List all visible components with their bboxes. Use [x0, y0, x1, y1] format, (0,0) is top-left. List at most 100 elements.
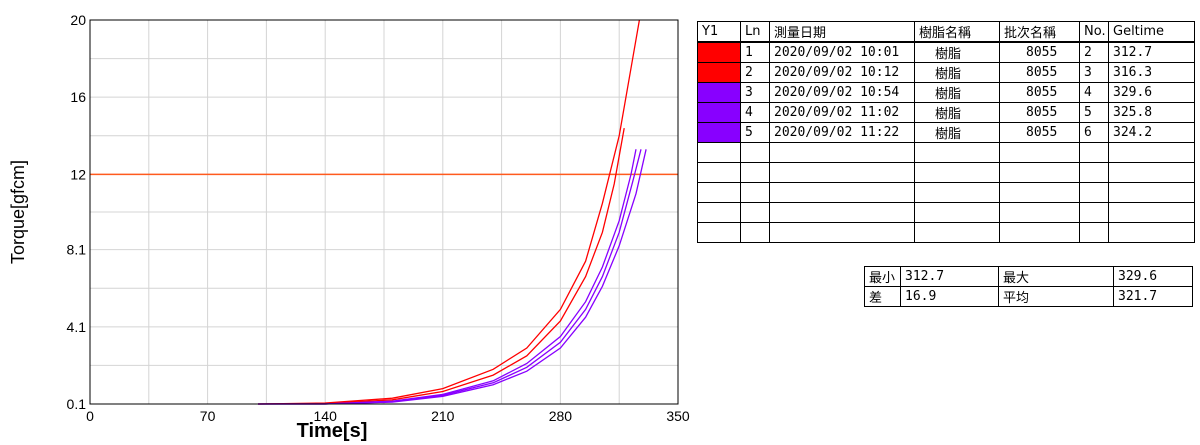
empty-cell	[999, 222, 1080, 243]
column-header: Ln	[740, 21, 770, 43]
table-header-row: Y1 Ln 測量日期 樹脂名稱 批次名稱 No. Geltime	[697, 21, 1195, 43]
empty-cell	[999, 202, 1080, 223]
x-tick-label: 210	[431, 408, 455, 424]
table-row-empty	[697, 222, 1195, 243]
table-row: 5 2020/09/02 11:22 樹脂 8055 6 324.2	[697, 122, 1195, 143]
empty-cell	[914, 202, 1000, 223]
x-tick-label: 280	[549, 408, 573, 424]
table-row: 4 2020/09/02 11:02 樹脂 8055 5 325.8	[697, 102, 1195, 123]
empty-cell	[1108, 182, 1195, 203]
x-axis-label: Time[s]	[297, 420, 368, 442]
empty-cell	[999, 162, 1080, 183]
y-tick-label: 8.1	[67, 242, 87, 258]
empty-cell	[697, 222, 741, 243]
no-cell: 4	[1079, 82, 1109, 103]
table-row-empty	[697, 202, 1195, 223]
x-tick-label: 350	[666, 408, 690, 424]
axis-ticks: 0.1 4.1 8.1 12 16 20 0 70 140 210 280 350	[67, 12, 690, 424]
empty-cell	[1079, 222, 1109, 243]
stats-table: 最小 312.7 最大 329.6 差 16.9 平均 321.7	[864, 266, 1193, 307]
no-cell: 5	[1079, 102, 1109, 123]
empty-cell	[1108, 162, 1195, 183]
empty-cell	[740, 162, 770, 183]
no-cell: 6	[1079, 122, 1109, 143]
empty-cell	[999, 142, 1080, 163]
y-axis-label: Torque[gfcm]	[8, 160, 28, 264]
empty-cell	[1079, 182, 1109, 203]
date-cell: 2020/09/02 10:54	[769, 82, 915, 103]
y-tick-label: 20	[70, 12, 86, 28]
series-line	[257, 127, 625, 405]
empty-cell	[697, 202, 741, 223]
color-swatch	[697, 122, 741, 143]
y-tick-label: 16	[70, 89, 86, 105]
empty-cell	[697, 142, 741, 163]
batch-cell: 8055	[999, 41, 1080, 63]
series-lines	[257, 19, 647, 405]
line-number-cell: 1	[740, 41, 770, 63]
batch-cell: 8055	[999, 102, 1080, 123]
geltime-cell: 329.6	[1108, 82, 1195, 103]
line-number-cell: 3	[740, 82, 770, 103]
diff-value: 16.9	[900, 286, 999, 307]
table-row: 1 2020/09/02 10:01 樹脂 8055 2 312.7	[697, 41, 1195, 63]
table-row-empty	[697, 182, 1195, 203]
empty-cell	[1108, 142, 1195, 163]
max-value: 329.6	[1113, 266, 1193, 287]
empty-cell	[1108, 222, 1195, 243]
batch-cell: 8055	[999, 62, 1080, 83]
resin-cell: 樹脂	[914, 122, 1000, 143]
x-tick-label: 0	[86, 408, 94, 424]
empty-cell	[697, 162, 741, 183]
empty-cell	[914, 142, 1000, 163]
column-header: 樹脂名稱	[914, 21, 1000, 43]
color-swatch	[697, 102, 741, 123]
series-line	[258, 149, 647, 405]
table-row-empty	[697, 142, 1195, 163]
line-number-cell: 4	[740, 102, 770, 123]
avg-label: 平均	[998, 286, 1114, 307]
line-number-cell: 5	[740, 122, 770, 143]
empty-cell	[769, 142, 915, 163]
y-tick-label: 12	[70, 166, 86, 182]
no-cell: 3	[1079, 62, 1109, 83]
empty-cell	[740, 142, 770, 163]
geltime-cell: 325.8	[1108, 102, 1195, 123]
empty-cell	[769, 182, 915, 203]
y-tick-label: 4.1	[67, 319, 87, 335]
table-row-empty	[697, 162, 1195, 183]
batch-cell: 8055	[999, 122, 1080, 143]
color-swatch	[697, 62, 741, 83]
resin-cell: 樹脂	[914, 82, 1000, 103]
geltime-cell: 324.2	[1108, 122, 1195, 143]
chart-grid	[90, 20, 678, 404]
empty-cell	[1079, 142, 1109, 163]
min-label: 最小	[864, 266, 901, 287]
column-header: 測量日期	[769, 21, 915, 43]
x-tick-label: 140	[314, 408, 338, 424]
empty-cell	[740, 222, 770, 243]
empty-cell	[914, 222, 1000, 243]
color-swatch	[697, 41, 741, 63]
diff-label: 差	[864, 286, 901, 307]
plot-frame	[89, 19, 679, 405]
color-swatch	[697, 82, 741, 103]
empty-cell	[914, 162, 1000, 183]
resin-cell: 樹脂	[914, 41, 1000, 63]
resin-cell: 樹脂	[914, 102, 1000, 123]
avg-value: 321.7	[1113, 286, 1193, 307]
date-cell: 2020/09/02 10:01	[769, 41, 915, 63]
geltime-cell: 312.7	[1108, 41, 1195, 63]
geltime-cell: 316.3	[1108, 62, 1195, 83]
empty-cell	[769, 162, 915, 183]
empty-cell	[769, 222, 915, 243]
min-value: 312.7	[900, 266, 999, 287]
table-row: 2 2020/09/02 10:12 樹脂 8055 3 316.3	[697, 62, 1195, 83]
batch-cell: 8055	[999, 82, 1080, 103]
empty-cell	[999, 182, 1080, 203]
line-number-cell: 2	[740, 62, 770, 83]
resin-cell: 樹脂	[914, 62, 1000, 83]
y-tick-label: 0.1	[67, 396, 87, 412]
runs-table: Y1 Ln 測量日期 樹脂名稱 批次名稱 No. Geltime 1 2020/09/02 10…	[697, 21, 1195, 243]
date-cell: 2020/09/02 11:02	[769, 102, 915, 123]
